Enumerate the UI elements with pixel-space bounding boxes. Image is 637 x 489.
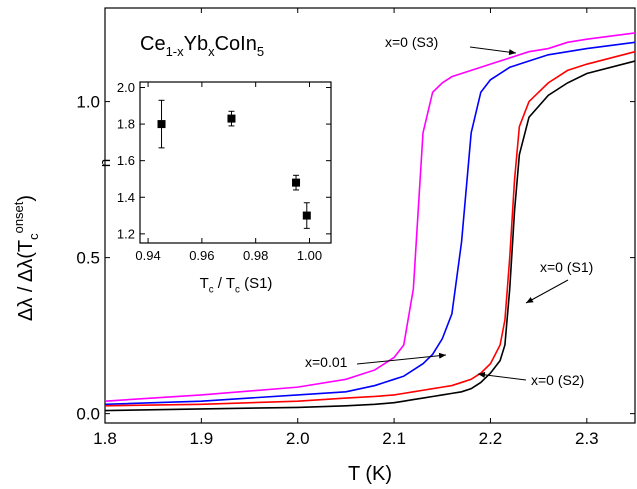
label-part: T [200, 275, 209, 292]
inset-background [140, 82, 331, 243]
annotation-arrow [469, 46, 517, 56]
x-tick-label: 0.96 [189, 248, 214, 263]
y-tick-label: 1.8 [117, 117, 135, 132]
x-tick-label: 2.1 [382, 429, 406, 448]
plot-frame [139, 81, 332, 244]
main-plot: 1.8 1.9 2.0 2.1 2.2 2.3 0.0 0.5 1.0 T (K) Δλ / Δλ(… [11, 7, 636, 485]
annotation-arrow [525, 279, 569, 304]
data-point [292, 178, 301, 187]
annotation-arrow [477, 371, 527, 381]
label-part: c [235, 285, 240, 296]
annotation-arrow [356, 352, 447, 365]
y-tick-label: 2.0 [117, 80, 135, 95]
label-part: c [26, 233, 41, 240]
label-part: Ce [140, 33, 166, 55]
label-part: Δλ / Δλ(T [15, 240, 37, 321]
label-part: c [209, 285, 214, 296]
annotation: x=0.01 [305, 354, 348, 370]
x-tick-label: 1.8 [93, 429, 117, 448]
annotation: x=0 (S1) [540, 259, 593, 275]
x-tick-label: 2.0 [286, 429, 310, 448]
compound-formula: Ce1-xYbxCoIn5 [140, 33, 264, 59]
label-part: (S1) [240, 275, 273, 292]
data-line [104, 32, 636, 402]
inset-plot: 0.94 0.96 0.98 1.00 1.2 1.4 1.6 1.8 2.0 Tc / Tc (… [97, 80, 332, 296]
data-line [104, 60, 636, 412]
y-axis-label: Δλ / Δλ(Tconset) [11, 195, 41, 321]
data-point [302, 211, 311, 220]
x-tick-label: 0.94 [135, 248, 160, 263]
x-axis-label: Tc / Tc (S1) [200, 275, 273, 296]
data-line [104, 50, 636, 407]
y-tick-label: 1.6 [117, 153, 135, 168]
label-part: ) [15, 195, 37, 202]
annotation: x=0 (S2) [531, 372, 584, 388]
plot-frame [104, 7, 636, 424]
data-point [227, 114, 236, 123]
data-point [157, 120, 166, 129]
label-part: x [208, 44, 215, 59]
label-part: 1-x [166, 44, 185, 59]
label-part: CoIn [215, 33, 257, 55]
x-tick-label: 2.3 [575, 429, 599, 448]
x-axis-label: T (K) [348, 463, 392, 485]
y-tick-label: 0.0 [76, 405, 100, 424]
y-axis-label: n [97, 159, 114, 167]
y-tick-label: 1.2 [117, 226, 135, 241]
x-tick-label: 1.00 [297, 248, 322, 263]
label-part: / T [214, 275, 235, 292]
data-line [104, 41, 636, 406]
annotation: x=0 (S3) [385, 34, 438, 50]
label-part: 5 [257, 44, 264, 59]
y-tick-label: 1.4 [117, 190, 135, 205]
x-tick-label: 2.2 [479, 429, 503, 448]
label-part: onset [11, 201, 26, 233]
x-tick-label: 0.98 [243, 248, 268, 263]
x-tick-label: 1.9 [190, 429, 214, 448]
label-part: Yb [184, 33, 208, 55]
y-tick-label: 1.0 [76, 93, 100, 112]
y-tick-label: 0.5 [76, 249, 100, 268]
